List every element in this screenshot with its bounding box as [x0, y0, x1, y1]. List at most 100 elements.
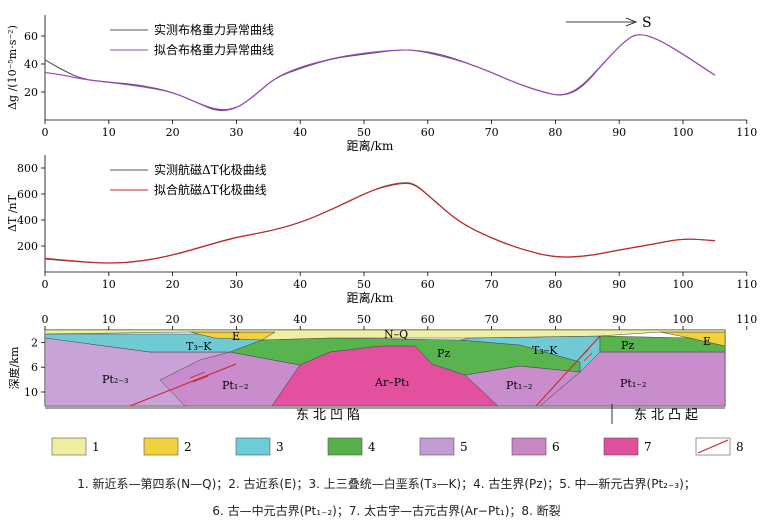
legend-number: 5 [460, 440, 468, 454]
gravity-x-tick-label: 80 [548, 126, 562, 139]
section-top-tick-label: 80 [548, 313, 562, 326]
gravity-y-tick-label: 20 [24, 86, 38, 99]
magnetic-y-tick-label: 200 [17, 240, 38, 253]
section-top-tick-label: 50 [357, 313, 371, 326]
caption-line-1: 1. 新近系—第四系(N—Q)；2. 古近系(E)；3. 上三叠统—白垩系(T₃… [77, 477, 696, 491]
label-nq: N–Q [384, 328, 408, 341]
label-pz-right: Pz [621, 339, 634, 352]
legend-swatch-7 [603, 437, 639, 456]
magnetic-x-tick-label: 30 [229, 278, 243, 291]
label-t3k-right: T₃–K [532, 344, 558, 357]
label-e-left: E [232, 330, 240, 343]
magnetic-y-tick-label: 800 [17, 162, 38, 175]
gravity-x-tick-label: 70 [485, 126, 499, 139]
label-pt23: Pt₂₋₃ [102, 373, 128, 386]
gravity-x-tick-label: 60 [421, 126, 435, 139]
fault-arrow [579, 349, 589, 359]
legend-number: 8 [736, 440, 744, 454]
section-top-tick-label: 90 [612, 313, 626, 326]
magnetic-y-tick-label: 600 [17, 188, 38, 201]
gravity-legend-label: 拟合布格重力异常曲线 [154, 42, 274, 57]
section-top-tick-label: 20 [166, 313, 180, 326]
geologic-section-panel: N–Q E T₃–K Pz Ar–Pt₁ Pt₂₋₃ Pt₁₋₂ Pt₁₋₂ P… [7, 313, 757, 424]
section-top-tick-label: 10 [102, 313, 116, 326]
depth-axis-label: 深度/km [7, 346, 21, 389]
magnetic-x-tick-label: 50 [357, 278, 371, 291]
section-top-tick-label: 70 [485, 313, 499, 326]
label-pt12-right: Pt₁₋₂ [620, 377, 646, 390]
depth-tick-label: 10 [24, 386, 38, 399]
unit-pz-mid [229, 337, 581, 376]
label-pz-mid: Pz [437, 347, 450, 360]
gravity-series-1 [44, 34, 716, 111]
gravity-x-tick-label: 90 [612, 126, 626, 139]
section-top-tick-label: 0 [42, 313, 49, 326]
magnetic-x-tick-label: 40 [293, 278, 307, 291]
gravity-x-tick-label: 0 [42, 126, 49, 139]
figure-caption: 1. 新近系—第四系(N—Q)；2. 古近系(E)；3. 上三叠统—白垩系(T₃… [0, 475, 773, 519]
caption-line-2: 6. 古—中元古界(Pt₁₋₂)；7. 太古宇—古元古界(Ar−Pt₁)；8. … [212, 504, 561, 518]
legend-swatch-5 [419, 437, 455, 456]
legend-number: 1 [92, 440, 100, 454]
fault-line [129, 363, 237, 407]
magnetic-series-2 [44, 182, 715, 264]
depth-tick-label: 6 [31, 361, 38, 374]
gravity-x-tick-label: 20 [166, 126, 180, 139]
gravity-series-2 [44, 34, 716, 112]
label-e-right: E [703, 335, 711, 348]
magnetic-x-tick-label: 60 [421, 278, 435, 291]
magnetic-x-tick-label: 100 [673, 278, 694, 291]
legend-swatch-3 [235, 437, 271, 456]
gravity-x-tick-label: 30 [229, 126, 243, 139]
legend-number: 6 [552, 440, 560, 454]
gravity-x-tick-label: 40 [293, 126, 307, 139]
magnetic-x-tick-label: 20 [166, 278, 180, 291]
gravity-legend-label: 实测布格重力异常曲线 [154, 22, 274, 37]
gravity-y-tick-label: 60 [24, 30, 38, 43]
depth-tick-label: 2 [31, 336, 38, 349]
direction-arrow: S [566, 15, 652, 31]
section-top-tick-label: 110 [736, 313, 757, 326]
label-ar-pt1: Ar–Pt₁ [374, 376, 410, 389]
magnetic-legend-label: 实测航磁ΔT化极曲线 [154, 162, 267, 177]
magnetic-x-tick-label: 10 [102, 278, 116, 291]
legend-number: 3 [276, 440, 284, 454]
magnetic-x-tick-label: 80 [548, 278, 562, 291]
section-top-tick-label: 30 [229, 313, 243, 326]
legend-number: 4 [368, 440, 376, 454]
magnetic-x-axis-label: 距离/km [347, 290, 394, 305]
label-pt12-left: Pt₁₋₂ [222, 379, 248, 392]
fault-legend-line [697, 439, 729, 454]
section-top-tick-label: 60 [421, 313, 435, 326]
gravity-panel: 0 10 20 30 40 50 60 70 80 90 100 110 20 40 60 距离/km Δg /… [6, 15, 757, 153]
unit-nq [44, 329, 726, 341]
magnetic-panel: 0 10 20 30 40 50 60 70 80 90 100 110 200 400 600 800 距离/… [6, 155, 757, 305]
legend-swatch-4 [327, 437, 363, 456]
magnetic-x-tick-label: 90 [612, 278, 626, 291]
fault-arrow [189, 371, 206, 379]
legend-swatch-6 [511, 437, 547, 456]
legend-swatch-2 [143, 437, 179, 456]
magnetic-x-tick-label: 0 [42, 278, 49, 291]
gravity-x-tick-label: 110 [736, 126, 757, 139]
fault-arrow [583, 352, 593, 362]
gravity-x-axis-label: 距离/km [347, 138, 394, 153]
gravity-y-axis-label: Δg /(10⁻⁵m·s⁻²) [6, 25, 19, 110]
gravity-x-tick-label: 50 [357, 126, 371, 139]
magnetic-x-tick-label: 110 [736, 278, 757, 291]
section-top-tick-label: 100 [673, 313, 694, 326]
legend-number: 7 [644, 440, 652, 454]
direction-label: S [642, 15, 652, 31]
gravity-x-tick-label: 100 [673, 126, 694, 139]
magnetic-y-axis-label: ΔT /nT [6, 194, 19, 232]
region-label-right: 东北凸起 [634, 408, 702, 423]
region-label-left: 东北凹陷 [296, 408, 364, 423]
magnetic-legend-label: 拟合航磁ΔT化极曲线 [154, 182, 267, 197]
gravity-x-tick-label: 10 [102, 126, 116, 139]
section-top-tick-label: 40 [293, 313, 307, 326]
label-t3k-left: T₃–K [186, 340, 212, 353]
unit-legend: 1 2 3 4 5 6 7 8 [51, 437, 744, 456]
legend-number: 2 [184, 440, 192, 454]
